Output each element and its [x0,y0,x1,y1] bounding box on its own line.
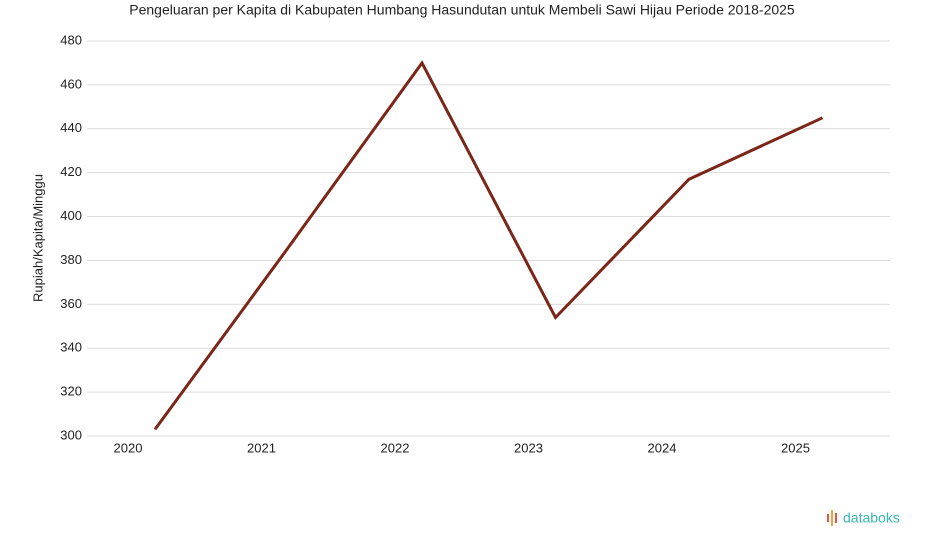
watermark: databoks [843,510,900,526]
x-tick-label: 2024 [648,440,677,455]
x-tick-label: 2025 [781,440,810,455]
x-tick-label: 2022 [381,440,410,455]
x-tick-label: 2020 [114,440,143,455]
logo: databoks [827,510,900,526]
y-tick-label: 320 [60,384,82,399]
y-tick-label: 460 [60,76,82,91]
y-tick-label: 380 [60,252,82,267]
x-tick-label: 2021 [247,440,276,455]
line [153,60,824,431]
y-tick-label: 440 [60,120,82,135]
y-axis-label: Rupiah/Kapita/Minggu [30,174,45,302]
chart-title: Pengeluaran per Kapita di Kabupaten Humb… [129,2,795,18]
x-tick-label: 2023 [514,440,543,455]
y-tick-label: 480 [60,32,82,47]
y-tick-label: 300 [60,427,82,442]
y-tick-label: 420 [60,164,82,179]
y-tick-label: 400 [60,208,82,223]
y-tick-label: 340 [60,340,82,355]
y-tick-label: 360 [60,296,82,311]
